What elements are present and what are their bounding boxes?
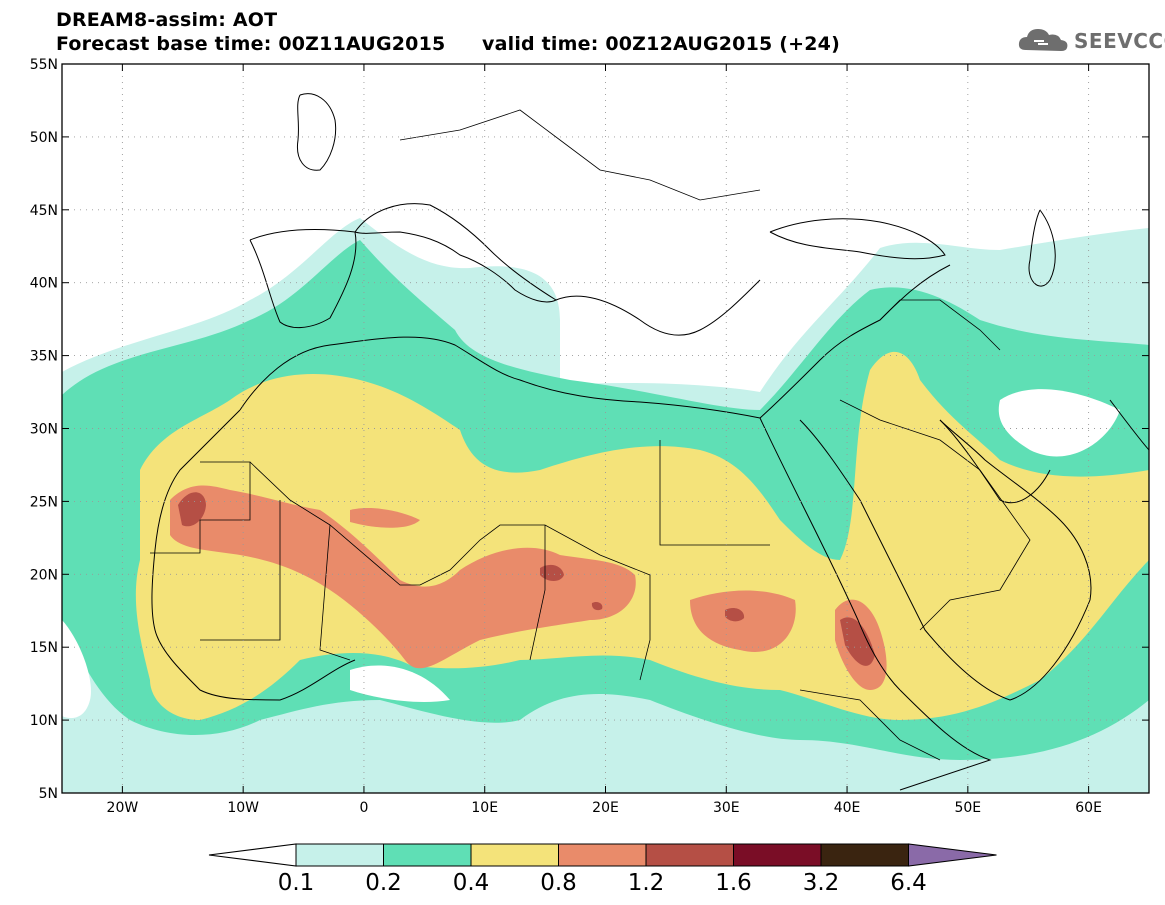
coast-north-africa [239,336,761,419]
lat-tick-label: 45N [30,203,58,219]
colorbar-swatch [383,843,472,867]
valid-time: valid time: 00Z12AUG2015 (+24) [482,33,840,55]
lon-tick-label: 40E [834,800,861,816]
aot-band-0.8-b [690,590,796,652]
border-mauritania [150,461,251,554]
border-europe [399,109,761,201]
aot-field [62,218,1149,793]
lat-tick-label: 30N [30,422,58,438]
lat-tick-label: 20N [30,567,58,583]
aot-band-0.8-c [350,508,420,528]
logo-text: SEEVCCC [1074,29,1165,53]
lat-tick-label: 10N [30,713,58,729]
map-title: DREAM8-assim: AOT [56,9,278,31]
coastlines [151,93,1149,791]
border-sahel [319,524,351,661]
colorbar-tick-label: 3.2 [802,870,840,896]
lat-tick-label: 50N [30,130,58,146]
coast-balkans [555,279,761,336]
colorbar-tick-label: 0.4 [452,870,490,896]
colorbar-tick-label: 1.2 [627,870,665,896]
colorbar-under-arrow [208,843,297,867]
colorbar-swatch [295,843,384,867]
lon-tick-label: 50E [954,800,981,816]
colorbar-over-arrow [908,843,997,867]
border-iran-iraq [879,299,1001,351]
colorbar-tick-label: 1.6 [715,870,752,896]
border-algeria [200,500,281,641]
lon-tick-label: 30E [713,800,740,816]
lat-tick-label: 5N [39,786,58,802]
aot-band-0.8 [170,485,636,669]
aot-band-1.2-e [591,601,603,611]
coast-black-sea [769,218,946,260]
lon-tick-label: 10W [227,800,259,816]
lat-tick-label: 35N [30,349,58,365]
lat-tick-label: 40N [30,276,58,292]
coast-caspian [1028,209,1056,287]
colorbar [208,843,997,867]
coast-red-sea [759,417,901,691]
borders [150,109,1031,761]
colorbar-swatch [820,843,909,867]
axes: 55N 50N 45N 40N 35N 30N 25N 20N 15N 10N 5N 20W 10W 0 1… [30,57,1149,816]
colorbar-swatch [470,843,559,867]
lat-tick-label: 25N [30,494,58,510]
colorbar-swatch [558,843,647,867]
lon-tick-label: 10E [471,800,498,816]
coast-iberia [249,229,357,328]
border-ethiopia [799,689,941,761]
colorbar-swatch [733,843,822,867]
border-saudi [839,399,1031,631]
coast-france-italy [354,203,558,303]
aot-gap-gulf [350,665,450,702]
colorbar-tick-label: 0.8 [540,870,577,896]
cloud-icon [1018,29,1068,51]
colorbar-swatch [645,843,734,867]
coast-mediterranean-east [759,264,951,419]
lon-tick-label: 20W [107,800,139,816]
coast-west-africa [151,409,356,701]
colorbar-tick-label: 6.4 [890,870,927,896]
seevccc-logo: SEEVCCC [1016,20,1165,60]
border-libya-egypt [659,440,770,546]
lon-tick-label: 20E [592,800,619,816]
lat-tick-label: 15N [30,640,58,656]
coast-horn-africa [899,689,992,791]
aot-band-1.2-b [540,564,564,582]
forecast-base-time: Forecast base time: 00Z11AUG2015 [56,33,446,55]
aot-gap-arabia [998,389,1120,457]
colorbar-tick-label: 0.2 [365,870,402,896]
aot-gap-atlantic [62,620,91,719]
coast-arabia [799,419,1092,701]
lat-tick-label: 55N [30,57,58,73]
coast-british-isles [296,93,337,171]
coast-india [1109,399,1149,451]
border-mali [249,461,651,586]
border-chad-niger [529,525,546,661]
border-sudan [639,575,651,681]
lon-tick-label: 60E [1075,800,1102,816]
aot-band-1.2 [178,492,206,527]
coast-persian-gulf [939,419,1051,504]
colorbar-tick-label: 0.1 [277,870,315,896]
aot-band-1.2-c [725,607,745,622]
lon-tick-label: 0 [359,800,368,816]
aot-band-1.2-d [840,617,875,666]
